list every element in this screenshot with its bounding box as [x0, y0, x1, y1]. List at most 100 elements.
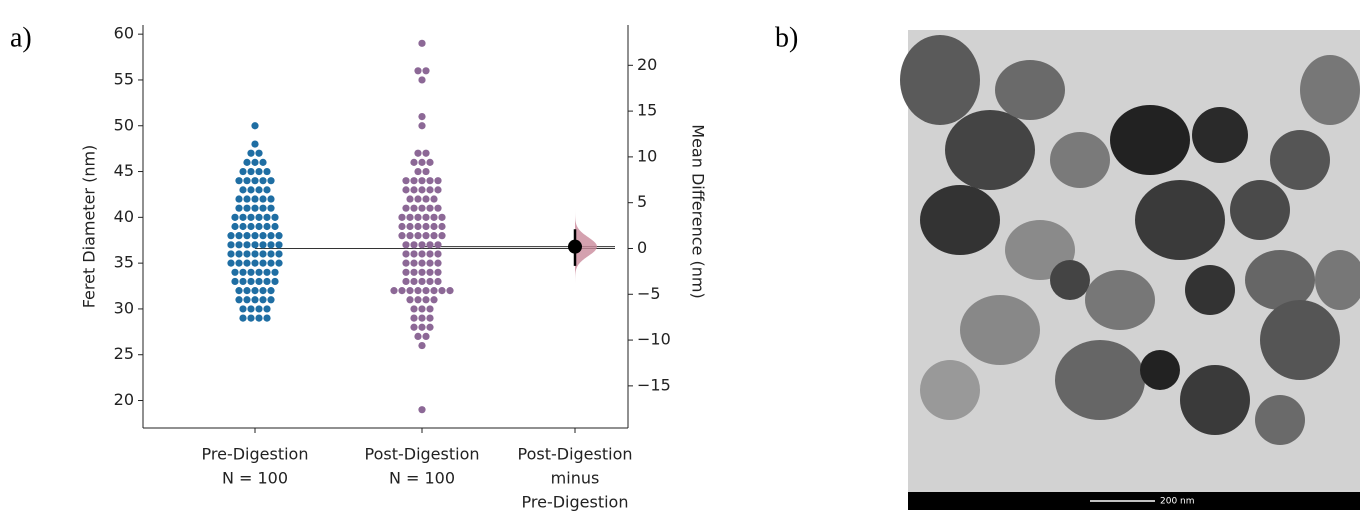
data-point — [418, 314, 426, 322]
data-point — [275, 241, 283, 249]
data-point — [418, 259, 426, 267]
data-point — [247, 222, 255, 231]
data-point — [247, 305, 255, 313]
data-point — [227, 241, 235, 249]
data-point — [251, 195, 259, 203]
data-point — [430, 195, 438, 203]
data-point — [426, 268, 434, 276]
y-tick-label: 20 — [114, 390, 134, 409]
panel-label: a) — [10, 22, 32, 53]
data-point — [402, 177, 410, 185]
data-point — [406, 222, 414, 231]
data-point — [418, 277, 426, 286]
data-point — [418, 186, 426, 194]
data-point — [410, 259, 418, 267]
data-point — [414, 296, 422, 304]
data-point — [422, 67, 430, 75]
data-point — [418, 268, 426, 276]
data-point — [227, 232, 235, 240]
y2-tick-label: 5 — [637, 192, 647, 211]
data-point — [434, 277, 442, 286]
data-point — [402, 204, 410, 212]
scale-bar-label: 200 nm — [1160, 497, 1195, 507]
data-point — [390, 287, 398, 295]
data-point — [418, 341, 426, 350]
data-point — [263, 305, 271, 313]
x-tick-label: N = 100 — [389, 469, 455, 488]
data-point — [239, 167, 247, 176]
data-point — [406, 296, 414, 304]
data-point — [410, 277, 418, 286]
data-point — [263, 277, 271, 286]
data-point — [243, 259, 251, 267]
data-point — [422, 287, 430, 295]
data-point — [426, 259, 434, 267]
data-point — [414, 287, 422, 295]
x-tick-label: Post-Digestion — [365, 445, 480, 464]
data-point — [267, 259, 275, 267]
data-point — [406, 195, 414, 203]
data-point — [251, 259, 259, 267]
data-point — [239, 186, 247, 194]
data-point — [410, 314, 418, 322]
data-point — [271, 213, 279, 221]
data-point — [434, 250, 442, 258]
data-point — [430, 296, 438, 304]
x-tick-label: N = 100 — [222, 469, 288, 488]
data-point — [430, 222, 438, 231]
data-point — [243, 195, 251, 203]
data-point — [267, 177, 275, 185]
data-point — [414, 149, 422, 157]
data-point — [267, 296, 275, 304]
data-point — [235, 177, 243, 185]
data-point — [235, 204, 243, 212]
data-point — [414, 67, 422, 75]
data-point — [402, 186, 410, 194]
y2-axis-label: Mean Difference (nm) — [689, 124, 708, 298]
data-point — [422, 167, 430, 176]
data-point — [418, 112, 426, 121]
data-point — [239, 213, 247, 221]
panel-label: b) — [775, 22, 798, 53]
mean-difference — [568, 239, 582, 254]
data-point — [422, 195, 430, 203]
data-point — [259, 195, 267, 203]
data-point — [239, 305, 247, 313]
data-point — [243, 250, 251, 258]
data-point — [251, 177, 259, 185]
data-point — [247, 186, 255, 194]
data-point — [239, 314, 247, 322]
data-point — [426, 158, 434, 166]
data-point — [410, 305, 418, 313]
data-point — [426, 241, 434, 249]
data-point — [414, 195, 422, 203]
data-point — [275, 250, 283, 258]
tem-image: 200 nm — [900, 30, 1360, 510]
data-point — [402, 277, 410, 286]
data-point — [251, 250, 259, 258]
data-point — [251, 204, 259, 212]
data-point — [422, 222, 430, 231]
data-point — [426, 305, 434, 313]
data-point — [255, 314, 263, 322]
data-point — [434, 186, 442, 194]
data-point — [235, 296, 243, 304]
data-point — [418, 39, 426, 47]
data-point — [434, 204, 442, 212]
data-point — [235, 287, 243, 295]
data-point — [418, 158, 426, 166]
data-point — [243, 177, 251, 185]
data-point — [235, 232, 243, 240]
data-point — [243, 287, 251, 295]
data-point — [430, 287, 438, 295]
data-point — [418, 76, 426, 84]
data-point — [418, 250, 426, 258]
data-point — [438, 222, 446, 231]
data-point — [402, 268, 410, 276]
data-point — [251, 122, 259, 130]
data-point — [426, 177, 434, 185]
data-point — [410, 268, 418, 276]
data-point — [414, 232, 422, 240]
data-point — [410, 250, 418, 258]
